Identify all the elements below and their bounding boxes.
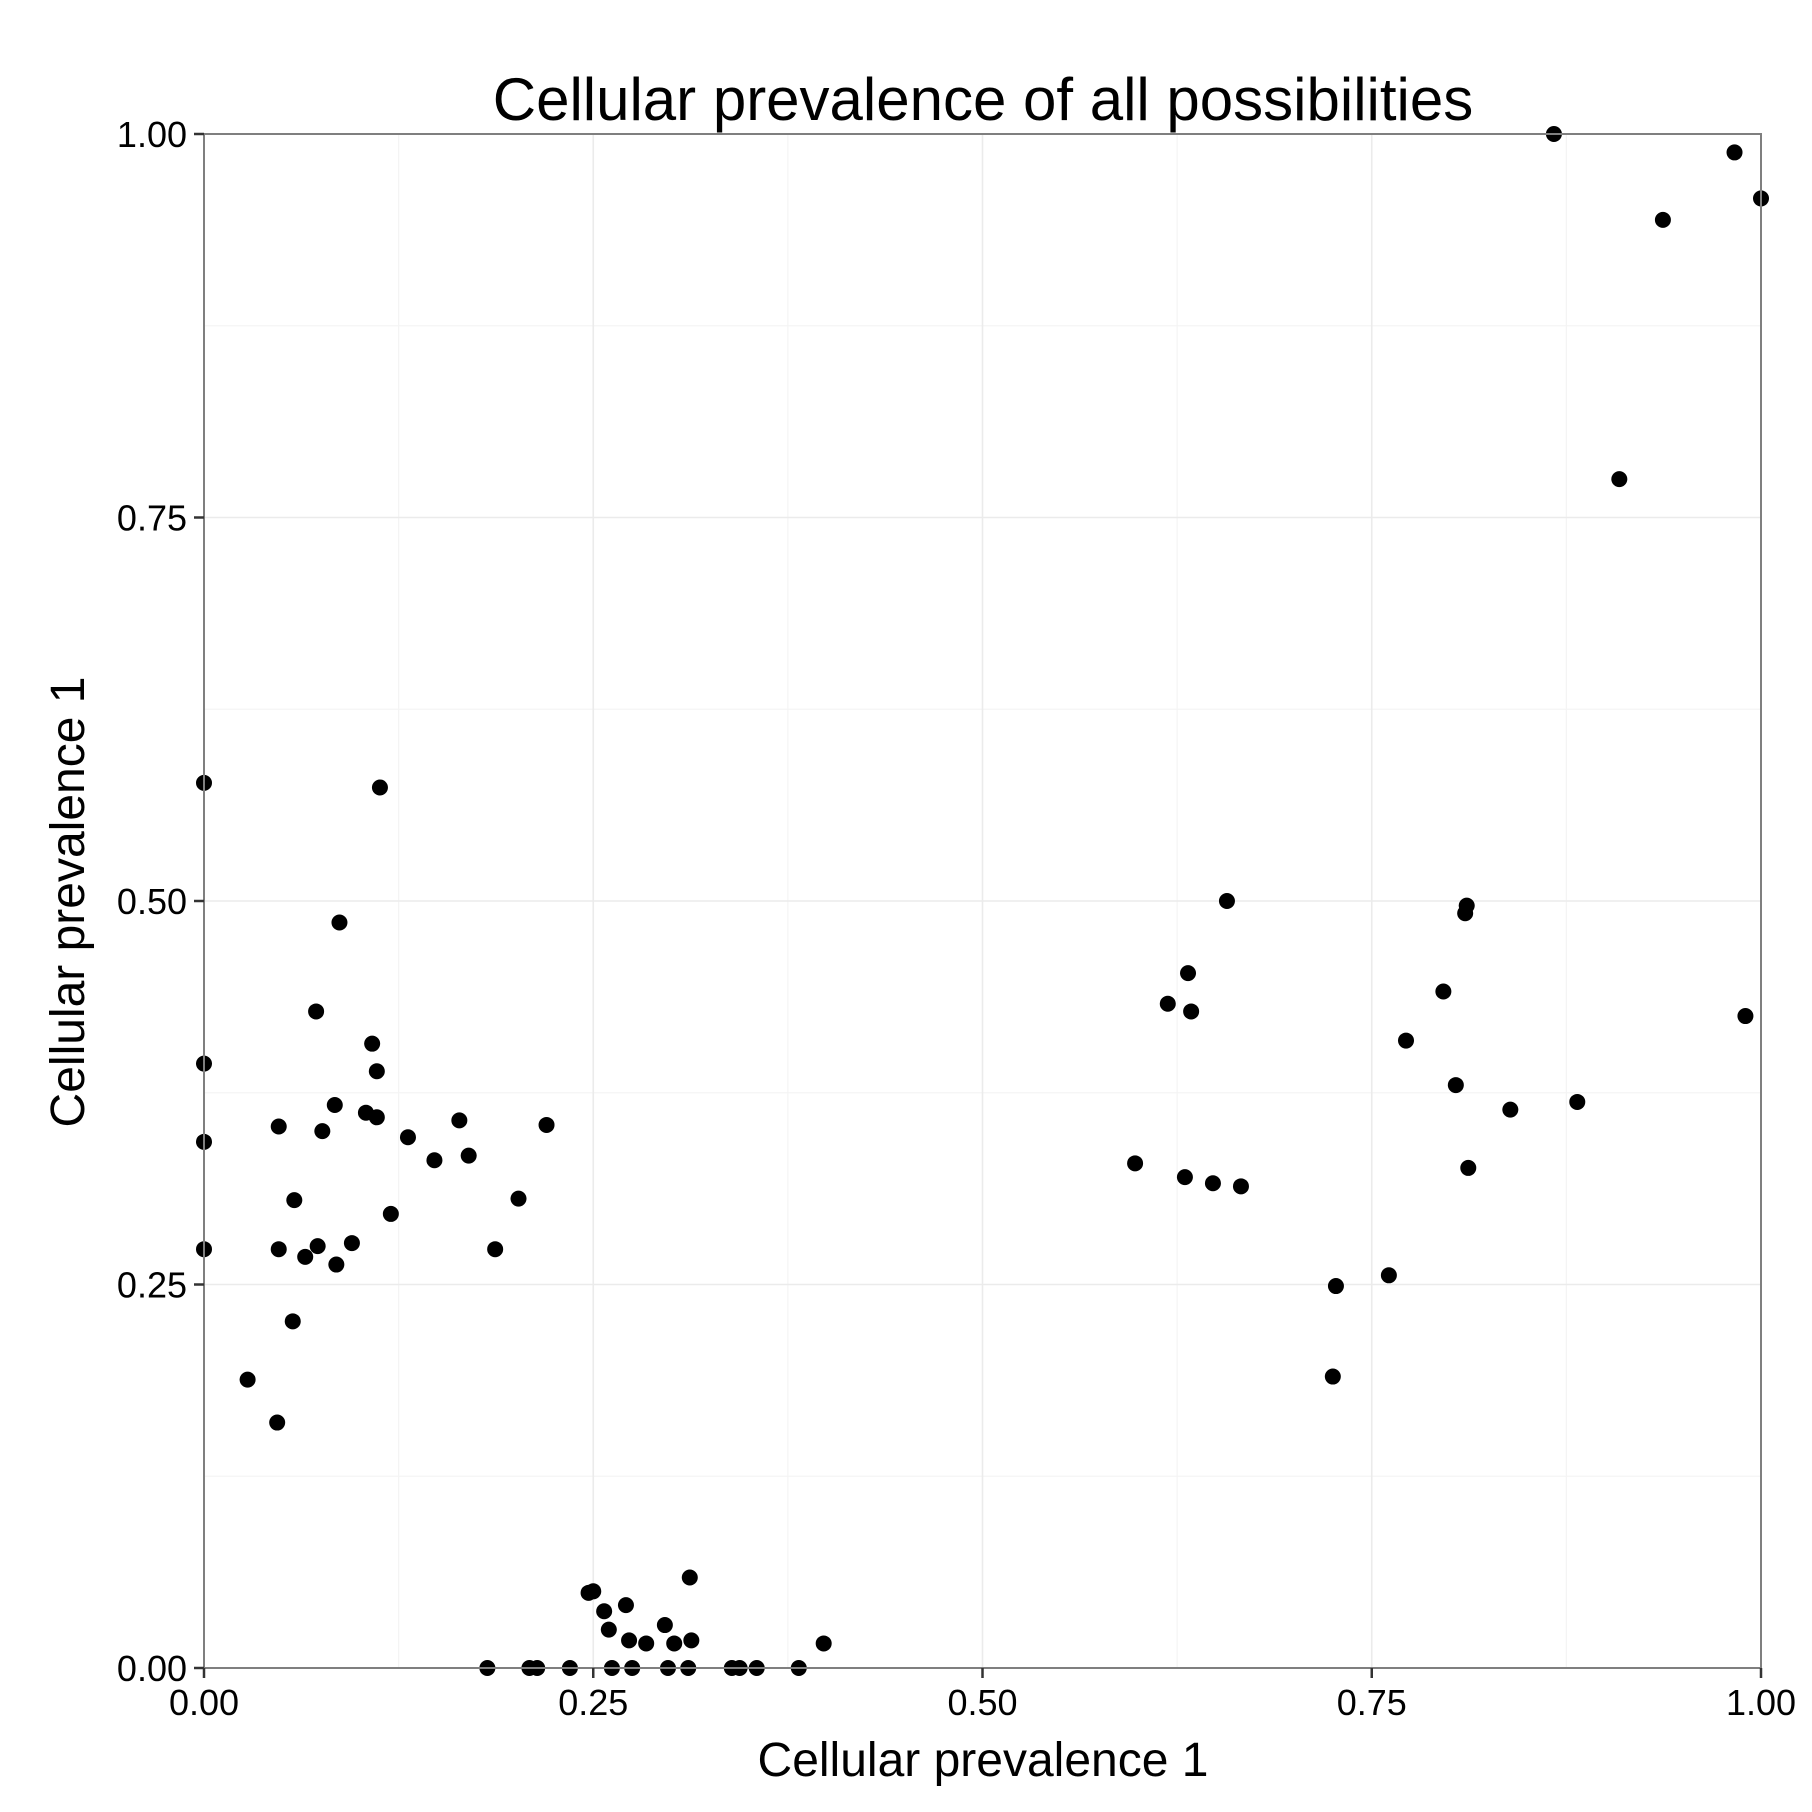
data-point: [1726, 144, 1743, 161]
data-point: [1327, 1278, 1344, 1295]
data-point: [1447, 1077, 1464, 1094]
data-point: [1460, 1159, 1477, 1176]
y-tick-label: 0.00: [117, 1648, 187, 1689]
data-point: [681, 1569, 698, 1586]
data-point: [460, 1147, 477, 1164]
y-tick-label: 0.25: [117, 1265, 187, 1306]
data-point: [284, 1313, 301, 1330]
data-point: [371, 779, 388, 796]
data-point: [308, 1003, 325, 1020]
data-point: [621, 1632, 638, 1649]
data-point: [451, 1112, 468, 1129]
data-point: [328, 1256, 345, 1273]
x-tick-label: 0.50: [947, 1682, 1017, 1723]
data-point: [617, 1597, 634, 1614]
y-axis-title: Cellular prevalence 1: [42, 677, 95, 1128]
data-point: [638, 1635, 655, 1652]
data-point: [239, 1371, 256, 1388]
data-point: [1204, 1175, 1221, 1192]
data-point: [331, 914, 348, 931]
data-point: [326, 1097, 343, 1114]
data-point: [1435, 983, 1452, 1000]
data-point: [1218, 893, 1235, 909]
data-point: [286, 1192, 303, 1209]
data-point: [1127, 1155, 1144, 1172]
data-point: [270, 1241, 287, 1258]
data-point: [683, 1632, 700, 1649]
data-point: [1569, 1093, 1586, 1110]
data-point: [1232, 1178, 1249, 1195]
x-tick-label: 1.00: [1726, 1682, 1796, 1723]
x-axis-title: Cellular prevalence 1: [758, 1734, 1209, 1787]
points-layer: [196, 126, 1769, 1676]
y-tick-label: 1.00: [117, 114, 187, 155]
data-point: [314, 1123, 331, 1140]
y-tick-label: 0.75: [117, 498, 187, 539]
data-point: [600, 1621, 617, 1638]
data-point: [1183, 1003, 1200, 1020]
data-point: [368, 1063, 385, 1080]
axis-layer: 0.00 0.25 0.50 0.75 1.00 0.00 0.25 0.50 0.75 1.00: [117, 114, 1796, 1723]
data-point: [1380, 1267, 1397, 1284]
data-point: [1180, 965, 1197, 982]
data-point: [1737, 1008, 1754, 1025]
grid-layer: [203, 133, 1762, 1669]
data-point: [1611, 471, 1628, 488]
data-point: [368, 1109, 385, 1126]
data-point: [580, 1584, 597, 1601]
data-point: [426, 1152, 443, 1169]
data-point: [1176, 1169, 1193, 1186]
data-point: [487, 1241, 504, 1258]
data-point: [538, 1116, 555, 1133]
data-point: [364, 1035, 381, 1052]
data-point: [1159, 995, 1176, 1012]
x-tick-label: 0.75: [1337, 1682, 1407, 1723]
data-point: [510, 1190, 527, 1207]
data-point: [269, 1414, 286, 1431]
data-point: [1654, 211, 1671, 228]
data-point: [1398, 1032, 1415, 1049]
data-point: [1457, 905, 1474, 922]
data-point: [656, 1617, 673, 1634]
data-point: [596, 1603, 613, 1620]
x-tick-label: 0.25: [558, 1682, 628, 1723]
data-point: [666, 1635, 683, 1652]
data-point: [343, 1235, 360, 1252]
x-tick-label: 0.00: [169, 1682, 239, 1723]
chart-title: Cellular prevalence of all possibilities: [493, 66, 1473, 133]
data-point: [297, 1248, 314, 1265]
data-point: [1324, 1368, 1341, 1385]
data-point: [382, 1205, 399, 1222]
data-point: [399, 1129, 416, 1146]
data-point: [815, 1635, 832, 1652]
data-point: [270, 1118, 287, 1135]
y-tick-label: 0.50: [117, 881, 187, 922]
data-point: [1502, 1101, 1519, 1118]
data-point: [309, 1238, 326, 1255]
